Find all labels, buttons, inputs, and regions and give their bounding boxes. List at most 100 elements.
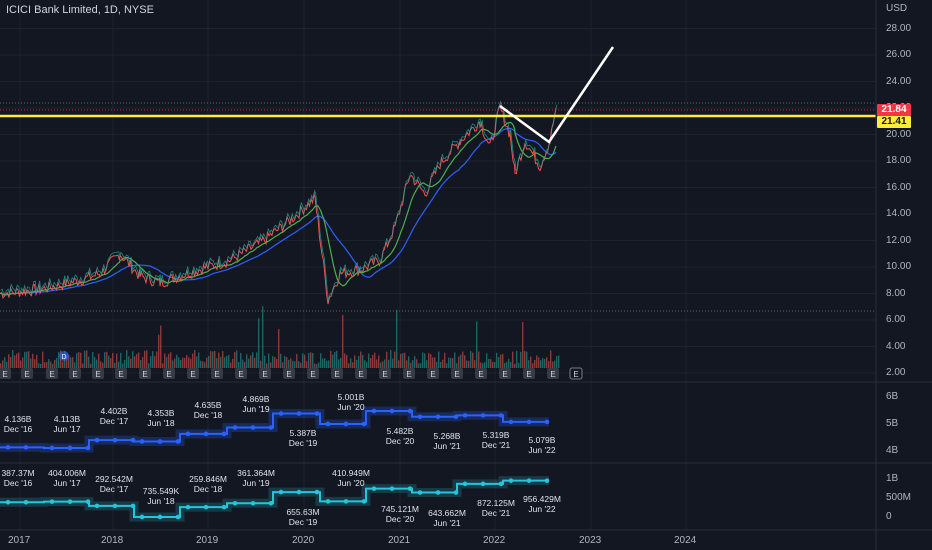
revenue-dot: [23, 445, 29, 450]
volume-bar: [452, 358, 454, 368]
volume-bar: [478, 351, 480, 368]
volume-bar: [28, 351, 30, 368]
earnings-marker[interactable]: E: [403, 368, 415, 379]
revenue-dot: [435, 414, 441, 420]
earnings-marker[interactable]: E: [0, 368, 11, 379]
earnings-marker[interactable]: E: [547, 368, 559, 379]
earnings-marker[interactable]: E: [331, 368, 343, 379]
drawn-pattern-line[interactable]: [499, 46, 615, 144]
volume-bar: [306, 361, 308, 368]
volume-bar: [488, 358, 490, 368]
price-tick: 4.00: [886, 340, 906, 352]
earnings-marker[interactable]: E: [499, 368, 511, 379]
earnings-marker[interactable]: E: [379, 368, 391, 379]
volume-bar: [52, 363, 54, 368]
volume-bar: [158, 334, 160, 368]
earnings-marker[interactable]: E: [163, 368, 175, 379]
volume-bar: [174, 358, 176, 368]
symbol-title[interactable]: ICICI Bank Limited, 1D, NYSE: [6, 4, 154, 16]
moving-average-mid: [0, 121, 557, 296]
revenue-dot: [296, 411, 302, 416]
earnings-marker[interactable]: E: [115, 368, 127, 379]
revenue-label-period: Dec '18: [193, 410, 223, 420]
volume-bar: [412, 360, 414, 368]
net-income-dot: [407, 486, 413, 491]
revenue-label-period: Jun '20: [337, 402, 365, 412]
net-income-dot: [417, 490, 423, 495]
earnings-marker[interactable]: E: [475, 368, 487, 379]
revenue-label-period: Dec '20: [385, 436, 415, 446]
volume-bar: [286, 357, 288, 368]
volume-bar: [344, 353, 346, 368]
earnings-letter: E: [550, 370, 555, 379]
earnings-box: [46, 368, 58, 379]
net-income-dot: [139, 514, 145, 520]
volume-bar: [140, 360, 142, 368]
earnings-marker[interactable]: E: [211, 368, 223, 379]
volume-bar: [164, 353, 166, 368]
net-income-label: 404.006M Jun '17: [43, 468, 91, 488]
revenue-label-period: Jun '19: [242, 404, 270, 414]
revenue-dot: [221, 431, 227, 437]
price-tick: 6.00: [886, 314, 906, 325]
earnings-marker[interactable]: E: [569, 367, 583, 380]
net-income-dot: [480, 481, 486, 487]
volume-bar: [300, 362, 302, 368]
earnings-letter: E: [118, 370, 123, 379]
volume-bar: [430, 354, 432, 368]
volume-bar: [160, 325, 162, 368]
earnings-marker[interactable]: E: [427, 368, 439, 379]
volume-bar: [432, 357, 434, 368]
earnings-marker[interactable]: E: [139, 368, 151, 379]
volume-bar: [548, 360, 550, 368]
volume-bar: [210, 351, 212, 368]
volume-bar: [266, 363, 268, 368]
earnings-marker[interactable]: E: [451, 368, 463, 379]
earnings-marker[interactable]: E: [523, 368, 535, 379]
earnings-marker[interactable]: E: [92, 368, 104, 379]
earnings-box: [547, 368, 559, 379]
earnings-marker[interactable]: E: [187, 368, 199, 379]
earnings-marker[interactable]: E: [21, 368, 33, 379]
revenue-label: 4.136B Dec '16: [0, 414, 42, 434]
volume-bar: [544, 359, 546, 368]
earnings-events-row[interactable]: E E E E E E E E E E E E E E E E E E E E E E E E E D: [0, 351, 583, 380]
earnings-box: [21, 368, 33, 379]
volume-bar: [162, 363, 164, 368]
revenue-label: 5.482B Dec '20: [376, 426, 424, 446]
volume-bar: [310, 352, 312, 368]
earnings-marker[interactable]: E: [69, 368, 81, 379]
volume-bar: [12, 350, 14, 368]
earnings-marker[interactable]: E: [235, 368, 247, 379]
net-income-label-value: 404.006M: [48, 468, 86, 478]
volume-bar: [152, 351, 154, 368]
volume-bar: [278, 329, 280, 368]
earnings-letter: E: [382, 370, 387, 379]
earnings-marker[interactable]: E: [46, 368, 58, 379]
volume-bar: [206, 357, 208, 368]
volume-bar: [554, 360, 556, 368]
earnings-marker[interactable]: E: [355, 368, 367, 379]
volume-bar: [20, 360, 22, 368]
volume-bar: [176, 354, 178, 368]
volume-bar: [118, 361, 120, 368]
revenue-dot: [462, 413, 468, 418]
volume-bar: [480, 362, 482, 368]
revenue-dot: [94, 437, 100, 443]
time-tick: 2023: [579, 535, 602, 546]
net-income-dot: [49, 499, 55, 504]
volume-bar: [330, 350, 332, 368]
net-income-dot: [278, 489, 284, 495]
net-income-dot: [5, 499, 11, 505]
earnings-letter: E: [72, 370, 77, 379]
current-price-tag: 21.84: [877, 104, 911, 116]
earnings-box: [0, 368, 11, 379]
net-income-dot: [544, 478, 550, 483]
volume-bar: [284, 356, 286, 368]
volume-bar: [462, 351, 464, 368]
earnings-marker[interactable]: E: [259, 368, 271, 379]
earnings-marker[interactable]: E: [307, 368, 319, 379]
earnings-marker[interactable]: E: [283, 368, 295, 379]
volume-bar: [534, 360, 536, 368]
